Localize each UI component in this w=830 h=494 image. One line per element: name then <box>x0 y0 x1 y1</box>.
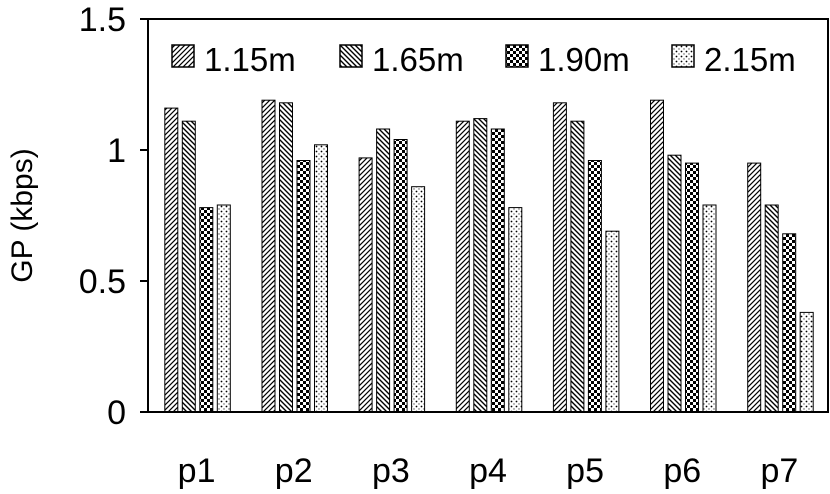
legend-label-1.90m: 1.90m <box>538 41 630 78</box>
bar-p7-1.65m <box>764 204 779 413</box>
bar-p4-1.65m <box>473 118 488 413</box>
bar-p5-2.15m <box>605 230 620 413</box>
bar-p1-1.15m <box>164 107 179 413</box>
bars-group <box>164 99 814 413</box>
legend-swatch-1.15m <box>171 44 195 68</box>
bar-p3-1.90m <box>393 139 408 413</box>
bar-p5-1.15m <box>552 102 567 413</box>
x-tick-label: p3 <box>372 452 410 490</box>
legend-swatch-1.90m <box>505 44 529 68</box>
bar-p6-1.90m <box>685 162 699 413</box>
bar-p4-1.90m <box>490 128 505 413</box>
bar-p6-1.65m <box>667 154 682 413</box>
x-axis-ticks: p1 p2 p3 p4 p5 p6 p7 <box>178 452 799 490</box>
y-tick-label: 0 <box>107 394 126 432</box>
y-tick-label: 1 <box>107 132 126 170</box>
bar-p3-1.65m <box>376 128 391 413</box>
bar-p6-2.15m <box>702 204 717 413</box>
bar-p3-2.15m <box>411 186 426 413</box>
bar-p1-1.90m <box>199 207 214 413</box>
bar-p2-2.15m <box>314 144 328 413</box>
y-axis-label: GP (kbps) <box>6 148 39 283</box>
bar-p7-1.15m <box>747 162 762 413</box>
bar-p1-2.15m <box>216 204 231 413</box>
y-tick-label: 1.5 <box>79 1 126 39</box>
bar-p7-1.90m <box>782 233 797 413</box>
legend-label-1.15m: 1.15m <box>204 41 296 78</box>
legend-label-2.15m: 2.15m <box>704 41 796 78</box>
x-tick-label: p7 <box>760 452 798 490</box>
y-tick-label: 0.5 <box>79 263 126 301</box>
x-tick-label: p6 <box>663 452 701 490</box>
bar-p7-2.15m <box>799 311 814 413</box>
legend: 1.15m 1.65m 1.90m 2.15m <box>171 41 796 78</box>
x-tick-label: p5 <box>566 452 604 490</box>
bar-p6-1.15m <box>650 99 664 413</box>
bar-p4-2.15m <box>508 207 523 413</box>
legend-swatch-1.65m <box>339 44 363 68</box>
bar-p5-1.65m <box>570 120 585 413</box>
x-tick-label: p2 <box>275 452 313 490</box>
legend-swatch-2.15m <box>671 44 695 68</box>
bar-p4-1.15m <box>455 120 470 413</box>
x-tick-label: p1 <box>178 452 216 490</box>
bar-p5-1.90m <box>587 160 602 413</box>
bar-p3-1.15m <box>358 157 373 413</box>
x-tick-label: p4 <box>469 452 507 490</box>
bar-p2-1.65m <box>279 102 293 413</box>
bar-p2-1.15m <box>261 99 276 413</box>
y-axis-ticks: 0 0.5 1 1.5 <box>79 1 148 432</box>
bar-p2-1.90m <box>296 160 311 413</box>
bar-p1-1.65m <box>181 120 196 413</box>
plot-frame <box>147 18 829 413</box>
legend-label-1.65m: 1.65m <box>372 41 464 78</box>
